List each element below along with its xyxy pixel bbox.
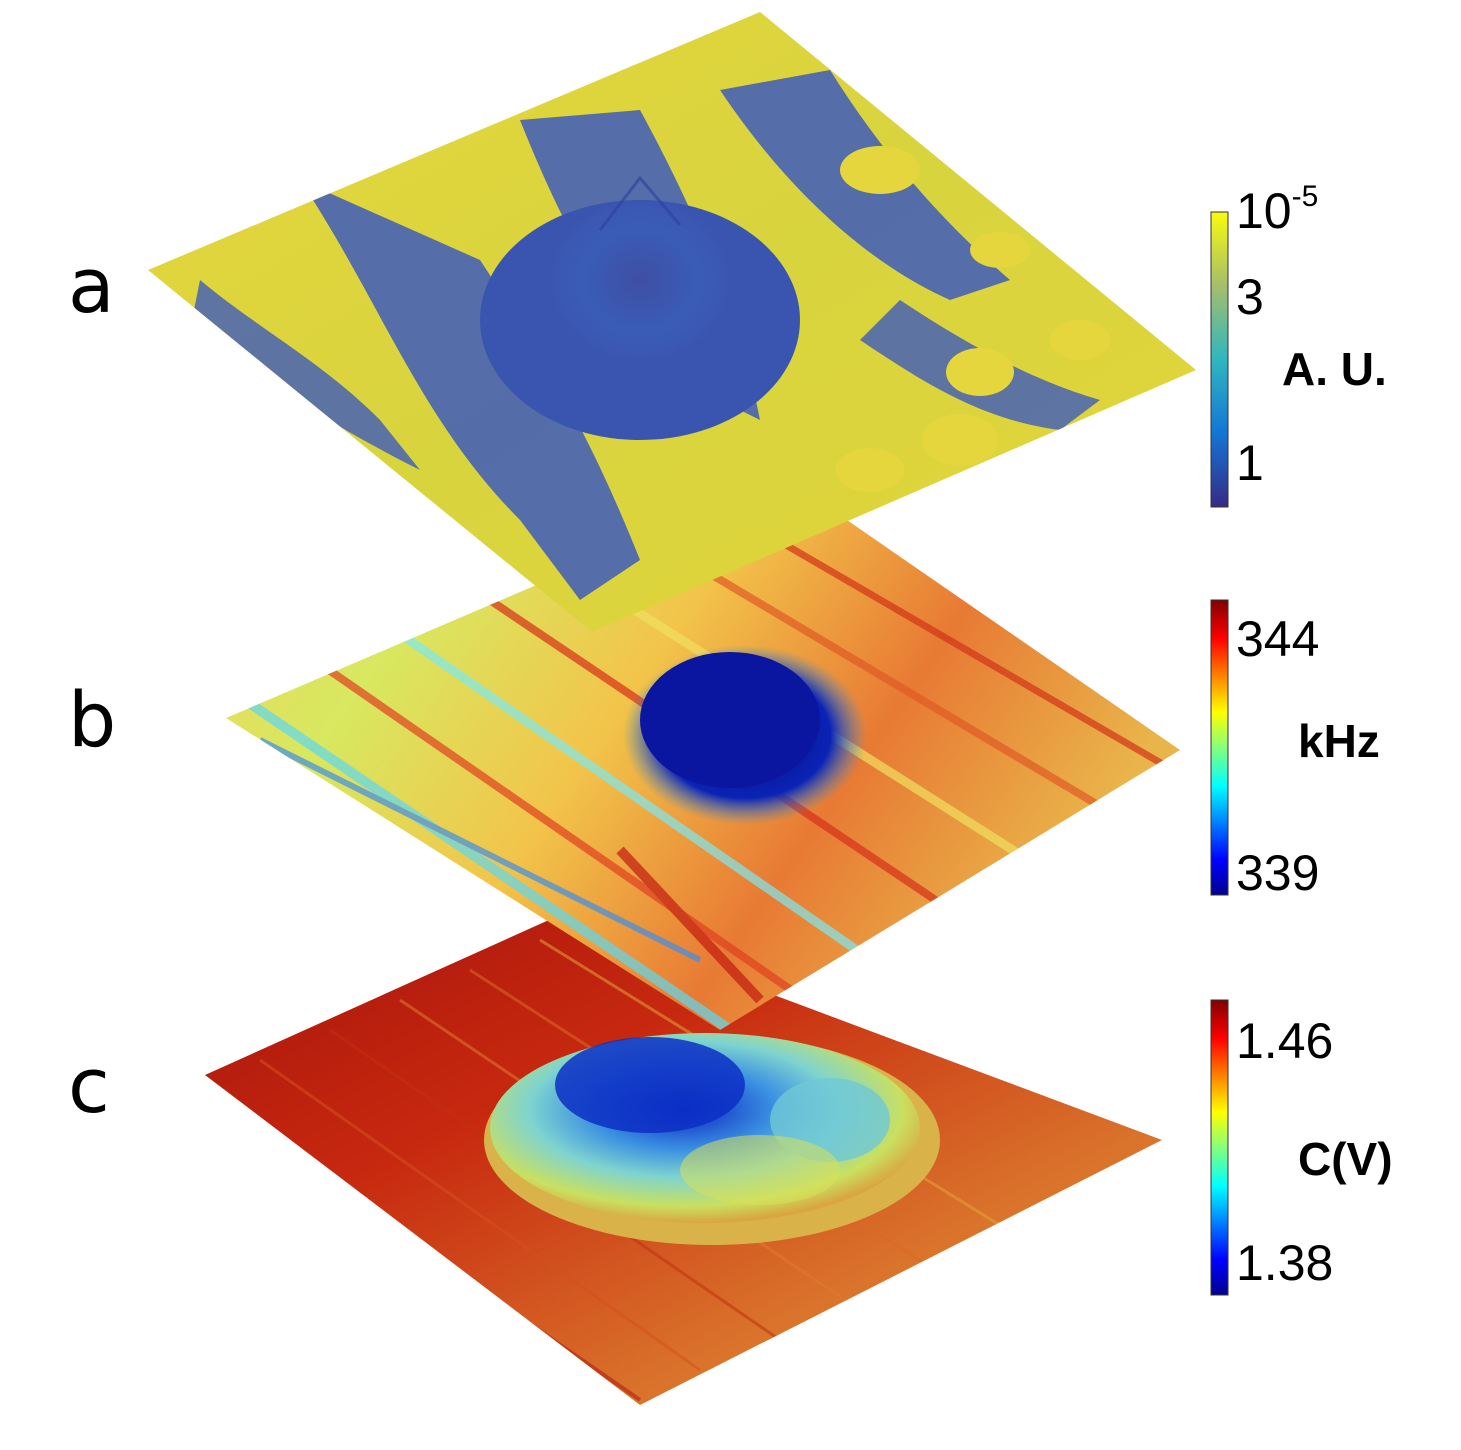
colorbar-a-unit: A. U. <box>1282 343 1387 395</box>
colorbar-b-tick-bottom: 339 <box>1236 845 1320 901</box>
colorbar-a-tick-mid: 3 <box>1236 269 1264 325</box>
colorbar-c-tick-bottom: 1.38 <box>1236 1235 1334 1291</box>
colorbar-a <box>1210 211 1229 508</box>
panel-b-label: b <box>68 675 117 764</box>
surface-c <box>205 915 1162 1405</box>
colorbar-b <box>1210 599 1229 896</box>
colorbar-c-tick-top: 1.46 <box>1236 1013 1334 1069</box>
surface-a <box>148 12 1196 632</box>
colorbar-a-tick-top: 10-5 <box>1236 180 1319 239</box>
surface-b <box>226 478 1180 1030</box>
panel-c-label: c <box>68 1041 110 1130</box>
colorbar-b-tick-top: 344 <box>1236 611 1320 667</box>
colorbar-a-tick-bottom: 1 <box>1236 435 1264 491</box>
colorbar-b-unit: kHz <box>1298 715 1380 767</box>
panel-a-label: a <box>68 241 115 330</box>
colorbar-c <box>1210 999 1229 1296</box>
colorbar-c-unit: C(V) <box>1298 1133 1393 1185</box>
